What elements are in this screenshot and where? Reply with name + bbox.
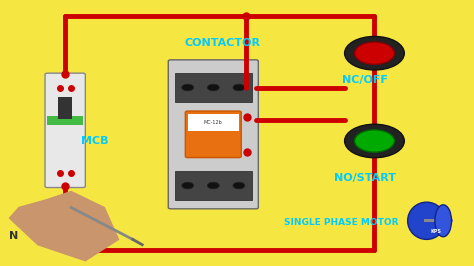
FancyBboxPatch shape — [45, 73, 85, 188]
Text: NO/START: NO/START — [334, 173, 396, 183]
Text: SINGLE PHASE MOTOR: SINGLE PHASE MOTOR — [284, 218, 399, 227]
Text: NC/OFF: NC/OFF — [342, 75, 388, 85]
Circle shape — [182, 84, 194, 91]
Bar — [188, 114, 239, 131]
Circle shape — [182, 182, 194, 189]
Text: CONTACTOR: CONTACTOR — [185, 38, 261, 48]
Polygon shape — [9, 192, 119, 261]
Text: MC-12b: MC-12b — [204, 120, 223, 125]
Circle shape — [355, 42, 394, 64]
Circle shape — [345, 124, 404, 158]
Circle shape — [207, 182, 219, 189]
Circle shape — [233, 84, 245, 91]
Bar — [175, 171, 252, 200]
Bar — [47, 116, 83, 125]
Text: KPS: KPS — [431, 229, 441, 234]
Circle shape — [345, 36, 404, 70]
Circle shape — [233, 182, 245, 189]
Ellipse shape — [408, 202, 446, 239]
Ellipse shape — [435, 205, 451, 237]
Circle shape — [207, 84, 219, 91]
Text: N: N — [9, 231, 19, 242]
Bar — [175, 73, 252, 102]
Bar — [424, 219, 453, 222]
FancyBboxPatch shape — [168, 60, 258, 209]
Text: MCB: MCB — [81, 136, 108, 146]
Circle shape — [355, 130, 394, 152]
Bar — [58, 97, 72, 119]
FancyBboxPatch shape — [185, 111, 241, 157]
